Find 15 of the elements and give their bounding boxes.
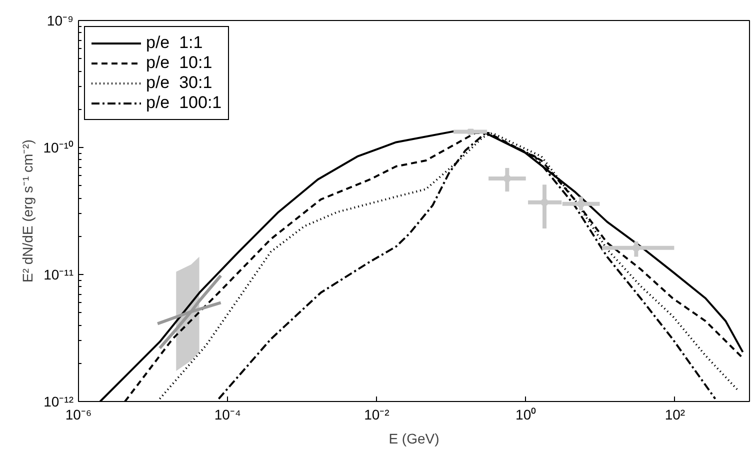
legend-label: p/e 30:1 [146, 73, 212, 93]
legend-label: p/e 100:1 [146, 93, 222, 113]
x-tick-label: 10⁻² [364, 406, 390, 422]
x-tick-label: 10⁰ [516, 406, 536, 422]
legend-label: p/e 1:1 [146, 33, 203, 53]
y-axis-title: E² dN/dE (erg s⁻¹ cm⁻²) [19, 139, 36, 283]
x-tick-label: 10² [664, 406, 686, 422]
x-tick-label: 10⁻⁶ [65, 406, 92, 422]
legend-label: p/e 10:1 [146, 53, 212, 73]
x-tick-label: 10⁻⁴ [214, 406, 241, 422]
x-axis-title: E (GeV) [388, 430, 440, 446]
y-tick-label: 10⁻¹² [44, 394, 74, 410]
y-tick-label: 10⁻⁹ [46, 12, 74, 28]
y-tick-label: 10⁻¹¹ [44, 266, 74, 282]
y-tick-label: 10⁻¹⁰ [43, 140, 74, 156]
